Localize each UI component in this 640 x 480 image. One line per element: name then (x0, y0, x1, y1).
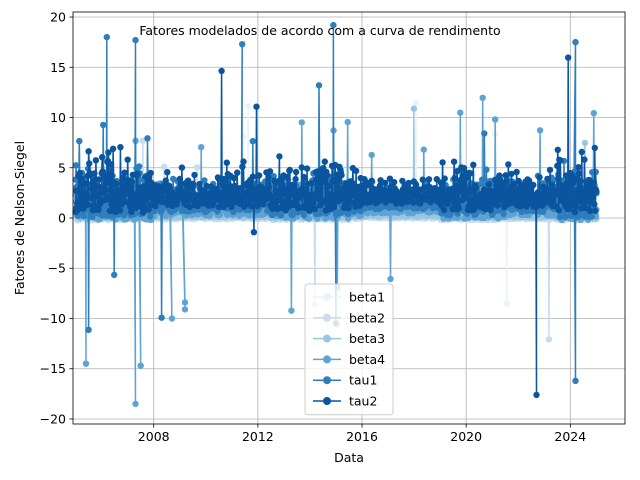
series-layer (72, 21, 600, 408)
data-point (481, 130, 488, 137)
data-point (239, 41, 246, 48)
data-point (158, 314, 165, 321)
data-point (492, 116, 499, 123)
data-point (457, 109, 464, 116)
data-point (72, 162, 80, 169)
data-point (181, 299, 189, 306)
data-point (420, 146, 427, 153)
data-point (300, 212, 308, 219)
data-point (161, 163, 168, 170)
data-point (536, 127, 544, 134)
data-point (111, 271, 118, 279)
data-point (410, 105, 418, 112)
data-point (82, 360, 90, 367)
data-point (288, 307, 295, 314)
data-point (198, 144, 205, 151)
data-point (368, 151, 375, 159)
data-point (132, 36, 139, 44)
data-point (244, 103, 252, 110)
data-point (495, 215, 502, 222)
data-point (572, 38, 579, 46)
data-point (136, 163, 143, 170)
data-point (76, 137, 83, 145)
data-point (572, 377, 579, 384)
data-point (249, 138, 256, 145)
data-point (132, 400, 139, 408)
data-point (137, 362, 144, 369)
data-point (479, 94, 486, 102)
data-point (590, 110, 597, 117)
data-point (100, 121, 107, 129)
data-point (483, 166, 490, 173)
data-point (315, 82, 323, 89)
data-point (545, 336, 553, 343)
data-point (503, 300, 510, 307)
data-point (193, 164, 201, 171)
data-point (581, 139, 589, 147)
data-point (500, 210, 507, 218)
data-point (103, 33, 111, 41)
data-point (139, 137, 146, 144)
data-point (298, 119, 305, 126)
data-point (181, 306, 189, 313)
data-point (387, 275, 394, 283)
data-point (344, 118, 351, 126)
data-point (168, 315, 176, 322)
data-point (85, 326, 92, 333)
data-point (144, 135, 151, 142)
data-point (412, 99, 420, 107)
data-point (80, 212, 88, 220)
